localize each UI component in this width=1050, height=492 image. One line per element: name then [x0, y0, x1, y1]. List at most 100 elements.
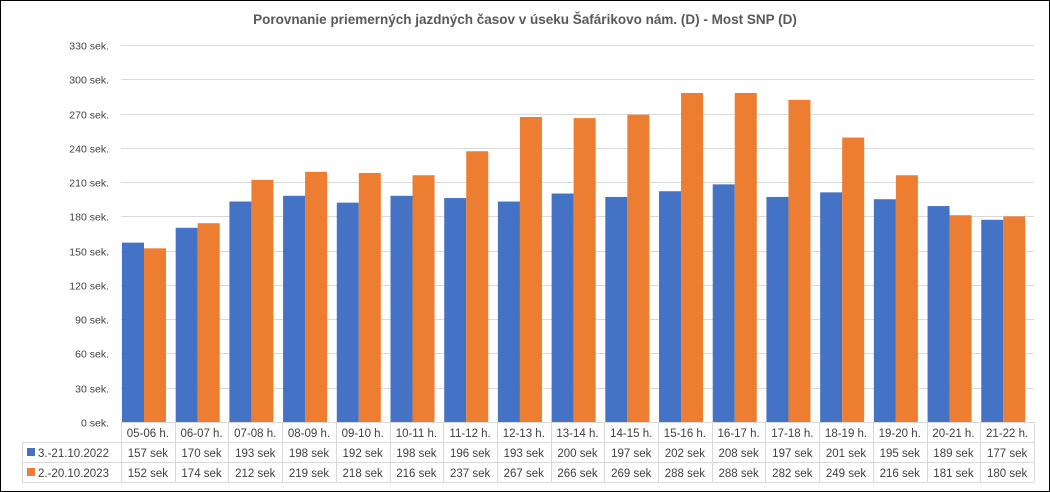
category-label: 13-14 h. — [556, 428, 598, 440]
bar-2023-16-17 h. — [734, 92, 757, 423]
legend-label: 3.-21.10.2022 — [38, 448, 109, 460]
data-table-cell: 198 sek — [396, 448, 437, 460]
data-table-cell: 195 sek — [880, 448, 921, 460]
category-label: 07-08 h. — [234, 428, 276, 440]
bar-2022-09-10 h. — [336, 202, 359, 422]
data-table-cell: 197 sek — [772, 448, 813, 460]
bar-2022-17-18 h. — [766, 196, 789, 422]
bar-2022-07-08 h. — [229, 201, 252, 422]
data-table-cell: 288 sek — [718, 468, 759, 480]
y-tick-label: 90 sek. — [75, 315, 109, 327]
bar-2023-07-08 h. — [251, 179, 274, 422]
data-table-cell: 216 sek — [880, 468, 921, 480]
data-table-cell: 197 sek — [611, 448, 652, 460]
data-table-cell: 249 sek — [826, 468, 867, 480]
category-label: 17-18 h. — [771, 428, 813, 440]
bar-2023-15-16 h. — [681, 92, 704, 423]
category-label: 15-16 h. — [664, 428, 706, 440]
category-label: 12-13 h. — [503, 428, 545, 440]
data-table-cell: 180 sek — [987, 468, 1028, 480]
bar-2023-17-18 h. — [788, 99, 811, 422]
bar-2022-16-17 h. — [712, 184, 735, 422]
category-label: 11-12 h. — [449, 428, 490, 440]
data-table-cell: 200 sek — [557, 448, 598, 460]
data-table-cell: 288 sek — [665, 468, 706, 480]
data-table-cell: 192 sek — [343, 448, 384, 460]
legend-label: 2.-20.10.2023 — [38, 468, 109, 480]
y-tick-label: 300 sek. — [69, 75, 109, 87]
category-label: 05-06 h. — [127, 428, 169, 440]
category-label: 10-11 h. — [396, 428, 437, 440]
bar-2023-11-12 h. — [466, 151, 489, 422]
data-table-cell: 177 sek — [987, 448, 1028, 460]
category-label: 21-22 h. — [986, 428, 1028, 440]
bar-2022-10-11 h. — [390, 195, 413, 422]
category-label: 20-21 h. — [932, 428, 974, 440]
bar-2023-10-11 h. — [412, 175, 435, 422]
data-table-cell: 193 sek — [504, 448, 545, 460]
data-table-cell: 212 sek — [235, 468, 276, 480]
bar-2022-15-16 h. — [659, 191, 682, 422]
bar-2022-19-20 h. — [873, 199, 896, 422]
bar-2023-09-10 h. — [358, 172, 381, 422]
bar-2023-20-21 h. — [949, 215, 972, 422]
data-table-cell: 237 sek — [450, 468, 491, 480]
data-table-cell: 216 sek — [396, 468, 437, 480]
data-table-cell: 202 sek — [665, 448, 706, 460]
bar-2022-13-14 h. — [551, 193, 574, 422]
data-table-cell: 170 sek — [181, 448, 222, 460]
data-table-cell: 193 sek — [235, 448, 276, 460]
data-table-cell: 267 sek — [504, 468, 545, 480]
bar-2023-08-09 h. — [305, 171, 328, 422]
chart-title: Porovnanie priemerných jazdných časov v … — [253, 12, 797, 27]
legend-swatch-2022 — [27, 448, 35, 456]
data-table-cell: 269 sek — [611, 468, 652, 480]
bar-2023-19-20 h. — [895, 175, 918, 422]
y-tick-label: 30 sek. — [75, 384, 109, 396]
data-table-cell: 201 sek — [826, 448, 867, 460]
data-table-cell: 181 sek — [933, 468, 974, 480]
bar-2022-06-07 h. — [175, 227, 198, 422]
bar-2022-20-21 h. — [927, 206, 950, 422]
y-tick-label: 210 sek. — [69, 178, 109, 190]
bar-2023-14-15 h. — [627, 114, 650, 423]
category-label: 08-09 h. — [288, 428, 330, 440]
bar-2023-21-22 h. — [1003, 216, 1026, 422]
legend-swatch-2023 — [27, 468, 35, 476]
y-tick-label: 240 sek. — [69, 144, 109, 156]
bar-2022-14-15 h. — [605, 196, 628, 422]
y-axis: 0 sek. 30 sek. 60 sek. 90 sek. 120 sek. 150 s… — [69, 41, 109, 430]
y-tick-label: 270 sek. — [69, 110, 109, 122]
category-label: 09-10 h. — [342, 428, 384, 440]
category-label: 18-19 h. — [825, 428, 867, 440]
bar-2022-08-09 h. — [283, 195, 306, 422]
y-tick-label: 120 sek. — [69, 281, 109, 293]
y-tick-label: 0 sek. — [81, 418, 109, 430]
data-table-cell: 266 sek — [557, 468, 598, 480]
bars — [121, 92, 1026, 423]
bar-2023-05-06 h. — [143, 248, 167, 422]
bar-2022-11-12 h. — [444, 198, 467, 422]
data-table-cell: 174 sek — [181, 468, 222, 480]
bar-2022-18-19 h. — [820, 192, 843, 422]
data-table-cell: 208 sek — [718, 448, 759, 460]
data-table-cell: 189 sek — [933, 448, 974, 460]
bar-2022-05-06 h. — [121, 242, 144, 422]
y-tick-label: 60 sek. — [75, 349, 109, 361]
bar-2023-06-07 h. — [197, 223, 220, 422]
data-table-cell: 157 sek — [128, 448, 169, 460]
category-label: 06-07 h. — [180, 428, 222, 440]
bar-2023-18-19 h. — [842, 137, 865, 422]
data-table-cell: 196 sek — [450, 448, 491, 460]
data-table-cell: 219 sek — [289, 468, 330, 480]
bar-2022-12-13 h. — [497, 201, 520, 422]
data-table: 05-06 h. 06-07 h. 07-08 h. 08-09 h. 09-10 h.… — [22, 422, 1035, 483]
bar-2023-13-14 h. — [573, 118, 596, 423]
data-table-cell: 198 sek — [289, 448, 330, 460]
y-tick-label: 330 sek. — [69, 41, 109, 53]
bar-2023-12-13 h. — [519, 116, 542, 423]
data-table-cell: 218 sek — [343, 468, 384, 480]
category-label: 14-15 h. — [610, 428, 652, 440]
category-label: 19-20 h. — [879, 428, 921, 440]
